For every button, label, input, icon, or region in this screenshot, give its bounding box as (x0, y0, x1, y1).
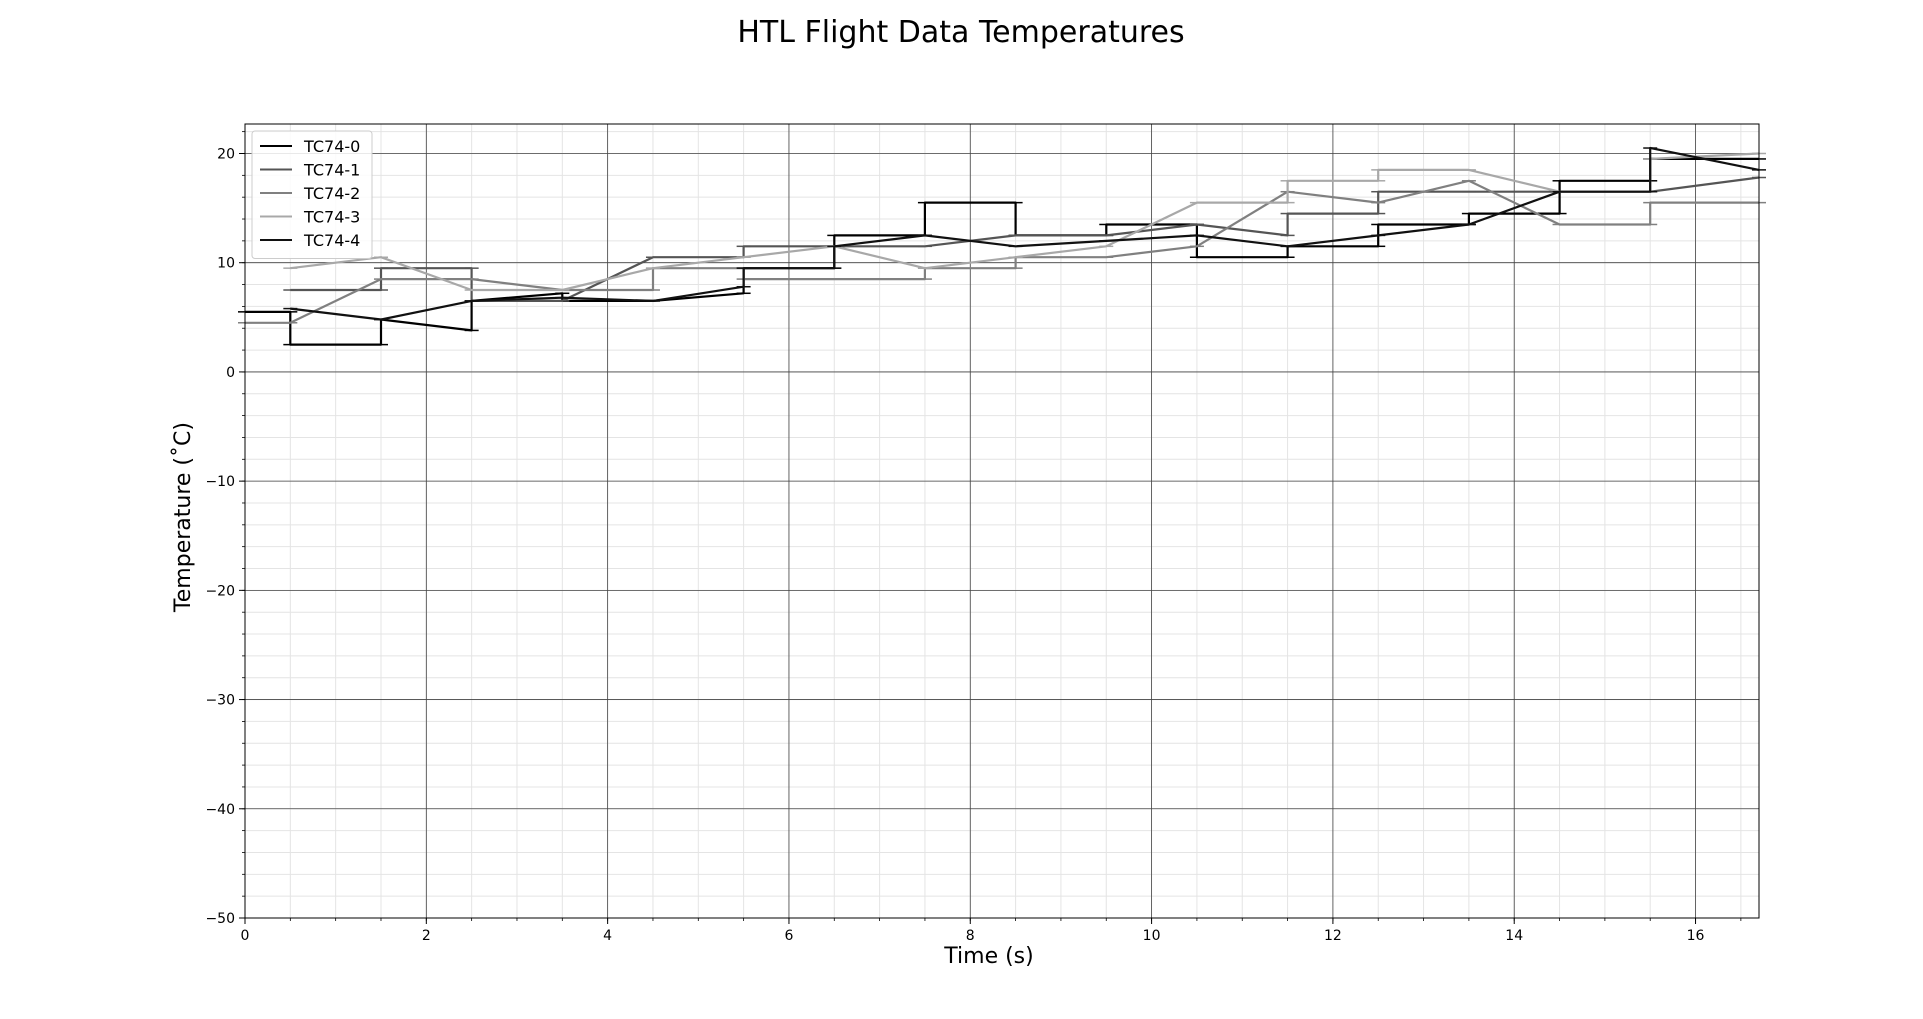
y-tick-label: −30 (205, 693, 235, 709)
y-axis-label: Temperature (˚C) (171, 422, 196, 613)
legend-label: TC74-0 (303, 137, 360, 156)
x-axis-label: Time (s) (943, 944, 1033, 969)
x-tick-label: 12 (1324, 928, 1342, 944)
legend-label: TC74-3 (303, 208, 360, 227)
legend-box (251, 130, 373, 259)
series-line-tc74-3 (290, 152, 1760, 292)
y-tick-label: −20 (205, 583, 235, 599)
legend: TC74-0 TC74-1 TC74-2 TC74-3 TC74-4 (251, 130, 373, 259)
series-line-tc74-4 (290, 146, 1760, 321)
x-tick-label: 8 (966, 928, 975, 944)
legend-label: TC74-2 (303, 184, 360, 203)
legend-label: TC74-1 (303, 161, 360, 180)
x-tick-label: 4 (603, 928, 612, 944)
y-tick-label: 20 (217, 146, 235, 162)
legend-label: TC74-4 (303, 231, 360, 250)
x-tick-label: 14 (1505, 928, 1523, 944)
axes-frame (244, 123, 1760, 919)
x-tick-label: 16 (1687, 928, 1705, 944)
series-layer (238, 146, 1766, 346)
y-tick-label: 0 (226, 365, 235, 381)
chart-title: HTL Flight Data Temperatures (737, 15, 1184, 50)
axis-ticks: 0 2 4 6 8 10 12 14 16 −50 −40 −30 −20 −10 0 10 20 (205, 131, 1742, 944)
y-tick-label: −40 (205, 802, 235, 818)
x-tick-label: 0 (241, 928, 250, 944)
y-tick-label: 10 (217, 256, 235, 272)
x-tick-label: 10 (1143, 928, 1161, 944)
y-tick-label: −10 (205, 474, 235, 490)
x-tick-label: 6 (784, 928, 793, 944)
y-tick-label: −50 (205, 911, 235, 927)
x-tick-label: 2 (422, 928, 431, 944)
